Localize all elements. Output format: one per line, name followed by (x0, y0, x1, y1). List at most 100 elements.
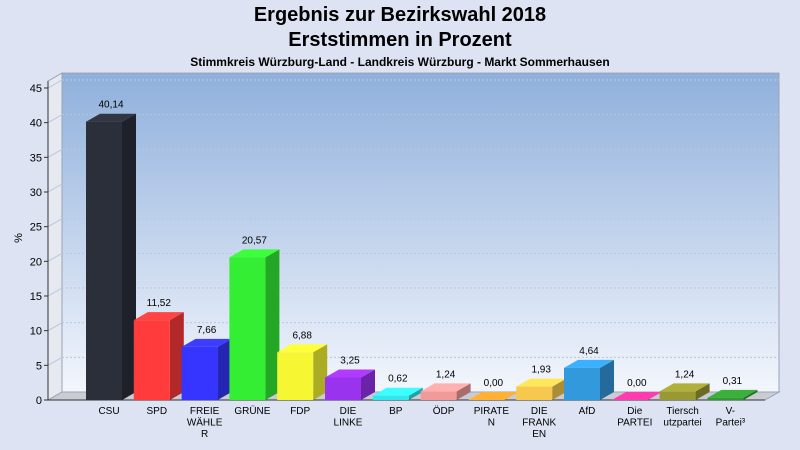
bar-side (695, 383, 710, 400)
y-tick-label: 15 (30, 291, 42, 303)
x-tick-label-line: EN (532, 429, 546, 440)
x-tick-label-line: Tiersch (666, 406, 698, 417)
gridline-side (47, 148, 63, 158)
x-tick-label: PIRATE N (474, 406, 510, 429)
x-tick-label: FREIE WÄHLE R (187, 406, 223, 440)
bar (659, 391, 696, 400)
x-tick-label-line: FDP (290, 406, 310, 417)
x-tick-label-line: BP (389, 406, 403, 417)
bar (707, 397, 744, 400)
bar-group: 1,24 ÖDP (420, 369, 471, 417)
bar (181, 346, 218, 400)
bar-side (122, 113, 136, 401)
bar (564, 367, 600, 400)
bar-group: 4,64 AfD (564, 346, 614, 417)
bar-side (217, 338, 232, 400)
x-tick-label: DIE LINKE (334, 406, 363, 429)
x-tick-label-line: PARTEI (617, 418, 652, 429)
bar-side (600, 359, 614, 400)
bar (325, 377, 361, 400)
bar-value-label: 0,00 (627, 378, 647, 389)
bar-top (611, 392, 662, 400)
bar-value-label: 7,66 (197, 325, 217, 336)
x-tick-label: Tiersch utzpartei (663, 406, 701, 429)
bar-top (420, 383, 471, 392)
x-tick-label-line: FREIE (190, 406, 220, 417)
x-tick-label: GRÜNE (234, 405, 270, 417)
x-tick-label-line: LINKE (334, 418, 363, 429)
x-tick-label: ÖDP (433, 405, 455, 417)
bar (516, 386, 553, 400)
chart-title: Ergebnis zur Bezirkswahl 2018 (253, 4, 547, 26)
bar (372, 395, 409, 400)
bar-side (313, 344, 328, 400)
bar-group: 6,88 FDP (277, 330, 328, 417)
x-tick-label-line: WÄHLE (187, 417, 223, 429)
bar-group: 1,24 Tiersch utzpartei (659, 369, 710, 429)
bar-value-label: 0,62 (388, 374, 408, 385)
x-tick-label-line: Partei³ (716, 418, 746, 429)
bar-top (564, 359, 614, 368)
bar-group: 0,00 PIRATE N (468, 378, 519, 429)
y-tick-label: 35 (30, 152, 42, 164)
x-tick-label-line: utzpartei (663, 418, 701, 429)
y-tick-label: 25 (30, 222, 42, 234)
x-tick-label-line: N (488, 418, 495, 429)
bar-top (707, 389, 758, 398)
bar-top (277, 344, 328, 353)
bar-top (325, 369, 375, 378)
x-tick-label-line: PIRATE (474, 406, 510, 417)
bar (229, 257, 266, 400)
x-tick-label: Die PARTEI (617, 406, 652, 429)
chart-subtitle: Stimmkreis Würzburg-Land - Landkreis Wür… (190, 55, 610, 69)
x-tick-label-line: DIE (531, 406, 548, 417)
bar-value-label: 40,14 (98, 100, 123, 111)
x-tick-label: FDP (290, 406, 310, 417)
bar-side (408, 387, 423, 400)
bar-group: 1,93 DIE FRANK EN (516, 365, 567, 440)
bar-group: 3,25 DIE LINKE (325, 355, 375, 429)
gridline-side (47, 183, 63, 193)
bar-side (361, 369, 375, 400)
x-tick-label-line: FRANK (522, 418, 556, 429)
x-tick-label-line: V- (726, 406, 735, 417)
plot-side-wall (47, 72, 63, 401)
bar-side (169, 312, 184, 400)
bar-group: 0,62 BP (372, 374, 423, 417)
x-tick-label-line: SPD (147, 406, 168, 417)
bar-top (372, 387, 423, 396)
bar (420, 391, 457, 400)
gridline-side (47, 287, 63, 297)
x-tick-label: BP (389, 406, 403, 417)
bar-group: 20,57 GRÜNE (229, 235, 280, 417)
bar-top (229, 249, 280, 258)
bar-top (133, 312, 184, 321)
gridline-side (47, 114, 63, 124)
bar (277, 352, 314, 400)
y-tick-label: 20 (30, 256, 42, 268)
x-tick-label-line: ÖDP (433, 405, 455, 417)
bar-top (468, 392, 519, 400)
x-tick-label-line: CSU (98, 406, 119, 417)
bar-value-label: 0,31 (723, 376, 743, 387)
bar-value-label: 1,24 (675, 369, 695, 380)
bar-top (516, 378, 567, 387)
x-tick-label-line: R (201, 429, 208, 440)
gridline-side (47, 356, 63, 366)
bar-group: 7,66 FREIE WÄHLE R (181, 325, 232, 440)
chart-title-line2: Erststimmen in Prozent (288, 29, 512, 51)
bar-value-label: 11,52 (147, 298, 172, 309)
bar (133, 320, 170, 400)
y-tick-label: 30 (30, 187, 42, 199)
gridline-side (47, 79, 63, 89)
gridline-side (47, 252, 63, 262)
x-tick-label-line: AfD (579, 406, 596, 417)
bar-top (181, 338, 232, 347)
x-tick-label-line: DIE (340, 406, 357, 417)
y-tick-label: 45 (30, 83, 42, 95)
bar-value-label: 6,88 (292, 330, 312, 341)
y-tick-label: 5 (36, 360, 42, 372)
x-tick-label: SPD (147, 406, 168, 417)
bar (86, 121, 122, 401)
